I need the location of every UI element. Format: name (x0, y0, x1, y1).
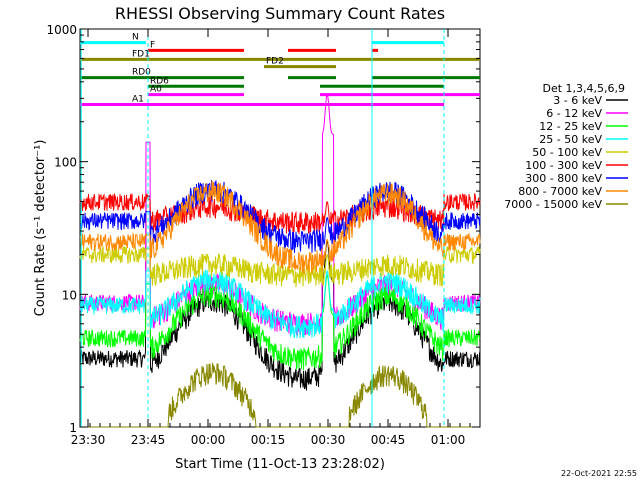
x-tick-label-2: 00:00 (191, 433, 226, 447)
legend-header: Det 1,3,4,5,6,9 (542, 82, 625, 95)
series-line-2 (79, 274, 481, 371)
chart-title: RHESSI Observing Summary Count Rates (115, 4, 445, 23)
flag-label-2: FD1 (132, 49, 150, 59)
x-tick-label-1: 23:45 (131, 433, 166, 447)
legend-label-2: 12 - 25 keV (539, 120, 602, 133)
x-tick-label-5: 00:45 (371, 433, 406, 447)
series-layer (79, 94, 481, 428)
legend-label-4: 50 - 100 keV (532, 146, 602, 159)
flag-label-0: N (132, 33, 139, 43)
ticks-layer: 23:30 23:45 00:00 00:15 00:30 00:45 01:00 1 10 10… (46, 23, 481, 447)
y-axis-label: Count Rate (s⁻¹ detector⁻¹) (33, 140, 48, 317)
series-line-4 (79, 245, 481, 288)
series-line-7 (79, 180, 481, 275)
flag-label-4: RD0 (132, 68, 151, 78)
x-tick-label-3: 00:15 (251, 433, 286, 447)
y-tick-label-2: 100 (54, 156, 77, 170)
series-line-6 (79, 180, 481, 253)
flag-label-5: RD6 (150, 76, 169, 86)
series-line-3 (79, 269, 481, 339)
legend-label-1: 6 - 12 keV (546, 107, 602, 120)
flag-label-3: FD2 (266, 57, 284, 67)
flag-label-7: A1 (132, 94, 144, 104)
legend-label-3: 25 - 50 keV (539, 133, 602, 146)
legend-label-7: 800 - 7000 keV (518, 185, 602, 198)
legend-label-5: 100 - 300 keV (525, 159, 602, 172)
y-tick-label-3: 1000 (46, 23, 77, 37)
x-axis-label: Start Time (11-Oct-13 23:28:02) (175, 457, 385, 472)
legend-label-0: 3 - 6 keV (553, 94, 602, 107)
legend-label-8: 7000 - 15000 keV (504, 198, 602, 211)
x-tick-label-0: 23:30 (71, 433, 106, 447)
legend-label-6: 300 - 800 keV (525, 172, 602, 185)
flag-label-6: A0 (150, 85, 162, 95)
markers-layer (80, 29, 445, 427)
y-tick-label-1: 10 (62, 288, 77, 302)
timestamp: 22-Oct-2021 22:55 (561, 469, 637, 478)
x-tick-label-6: 01:00 (431, 433, 466, 447)
flag-label-1: F (150, 40, 155, 50)
series-line-5 (79, 193, 481, 235)
y-tick-label-0: 1 (69, 421, 77, 435)
x-tick-label-4: 00:30 (311, 433, 346, 447)
